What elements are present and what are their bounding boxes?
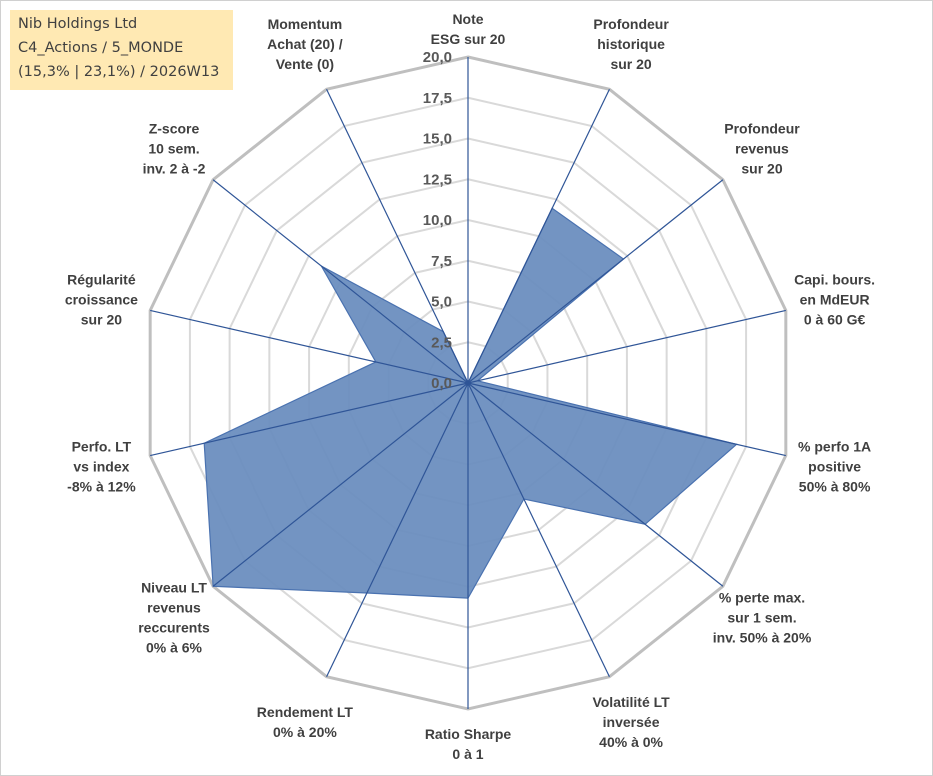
tick-label: 12,5: [423, 171, 452, 188]
axis-spoke: [467, 309, 786, 384]
info-stats: (15,3% | 23,1%) / 2026W13: [18, 64, 220, 80]
axis-label-line: revenus: [735, 141, 789, 157]
radar-spokes: [150, 57, 786, 709]
axis-labels: Note ESG sur 20 Profondeur historique sur 20…: [65, 11, 875, 762]
axis-label-line: 40% à 0%: [599, 734, 663, 750]
axis-label: Z-score 10 sem. inv. 2 à -2: [143, 121, 206, 177]
tick-label: 15,0: [423, 131, 452, 148]
axis-label: Note ESG sur 20: [431, 11, 506, 47]
axis-spoke: [467, 382, 724, 587]
axis-label: % perte max. sur 1 sem. inv. 50% à 20%: [713, 589, 812, 645]
axis-label-line: Profondeur: [593, 16, 669, 32]
axis-label-line: historique: [597, 36, 665, 52]
tick-label: 2,5: [431, 334, 452, 351]
axis-spoke: [467, 89, 610, 384]
radar-series-layer: [203, 207, 738, 599]
info-box: Nib Holdings Ltd C4_Actions / 5_MONDE (1…: [10, 10, 233, 90]
axis-label-line: Profondeur: [724, 121, 800, 137]
axis-label-line: Vente (0): [276, 56, 334, 72]
axis-label-line: 0 à 60 G€: [804, 311, 866, 327]
tick-label: 20,0: [423, 49, 452, 66]
axis-spoke: [212, 179, 469, 384]
axis-label-line: ESG sur 20: [431, 31, 506, 47]
axis-label-line: sur 20: [81, 311, 122, 327]
axis-spoke: [150, 382, 469, 457]
axis-label: Profondeur revenus sur 20: [724, 121, 800, 177]
axis-spoke: [326, 382, 469, 677]
axis-label-line: Achat (20) /: [267, 36, 343, 52]
axis-label-line: 0% à 20%: [273, 724, 337, 740]
radial-tick-labels: 0,0 2,5 5,0 7,5 10,0 12,5 15,0 17,5 20,0: [423, 49, 452, 392]
info-title: Nib Holdings Ltd: [18, 16, 138, 32]
axis-label-line: Capi. bours.: [794, 271, 875, 287]
tick-label: 7,5: [431, 253, 452, 270]
axis-label: Perfo. LT vs index -8% à 12%: [67, 439, 136, 495]
axis-spoke: [467, 179, 724, 384]
axis-label-line: sur 20: [610, 56, 651, 72]
axis-label: Ratio Sharpe 0 à 1: [425, 726, 512, 762]
tick-label: 5,0: [431, 294, 452, 311]
axis-label: Régularité croissance sur 20: [65, 271, 138, 327]
axis-spoke: [467, 382, 610, 677]
axis-label: Momentum Achat (20) / Vente (0): [267, 16, 343, 72]
series-area: [203, 207, 738, 599]
axis-label-line: vs index: [73, 459, 129, 475]
axis-label: Capi. bours. en MdEUR 0 à 60 G€: [794, 271, 875, 327]
axis-label-line: Ratio Sharpe: [425, 726, 512, 742]
axis-spoke: [212, 382, 469, 587]
axis-label-line: Volatilité LT: [592, 694, 670, 710]
tick-label: 17,5: [423, 90, 452, 107]
axis-label-line: 0% à 6%: [146, 639, 203, 655]
axis-label-line: Momentum: [268, 16, 343, 32]
axis-label-line: -8% à 12%: [67, 479, 136, 495]
axis-label-line: inv. 2 à -2: [143, 161, 206, 177]
axis-label: % perfo 1A positive 50% à 80%: [798, 439, 871, 495]
axis-label-line: Perfo. LT: [72, 439, 132, 455]
axis-label-line: % perfo 1A: [798, 439, 871, 455]
info-category: C4_Actions / 5_MONDE: [18, 40, 184, 56]
axis-label: Niveau LT revenus reccurents 0% à 6%: [138, 579, 210, 655]
axis-label-line: Régularité: [67, 271, 136, 287]
axis-label-line: Rendement LT: [257, 704, 354, 720]
axis-label: Profondeur historique sur 20: [593, 16, 669, 72]
axis-label-line: sur 1 sem.: [727, 609, 796, 625]
axis-label-line: positive: [808, 459, 861, 475]
axis-spoke: [150, 309, 469, 384]
axis-label-line: % perte max.: [719, 589, 805, 605]
axis-label-line: reccurents: [138, 619, 210, 635]
axis-label: Volatilité LT inversée 40% à 0%: [592, 694, 670, 750]
axis-label-line: 10 sem.: [148, 141, 199, 157]
axis-label: Rendement LT 0% à 20%: [257, 704, 354, 740]
axis-label-line: 0 à 1: [452, 746, 483, 762]
axis-label-line: Z-score: [149, 121, 200, 137]
axis-label-line: Note: [452, 11, 483, 27]
tick-label: 0,0: [431, 375, 452, 392]
axis-label-line: inv. 50% à 20%: [713, 629, 812, 645]
axis-label-line: Niveau LT: [141, 579, 207, 595]
axis-label-line: 50% à 80%: [799, 479, 871, 495]
axis-spoke: [467, 382, 786, 457]
axis-label-line: en MdEUR: [800, 291, 870, 307]
axis-spoke: [326, 89, 469, 384]
tick-label: 10,0: [423, 212, 452, 229]
axis-label-line: sur 20: [741, 161, 782, 177]
axis-label-line: croissance: [65, 291, 138, 307]
axis-label-line: revenus: [147, 599, 201, 615]
axis-label-line: inversée: [603, 714, 660, 730]
